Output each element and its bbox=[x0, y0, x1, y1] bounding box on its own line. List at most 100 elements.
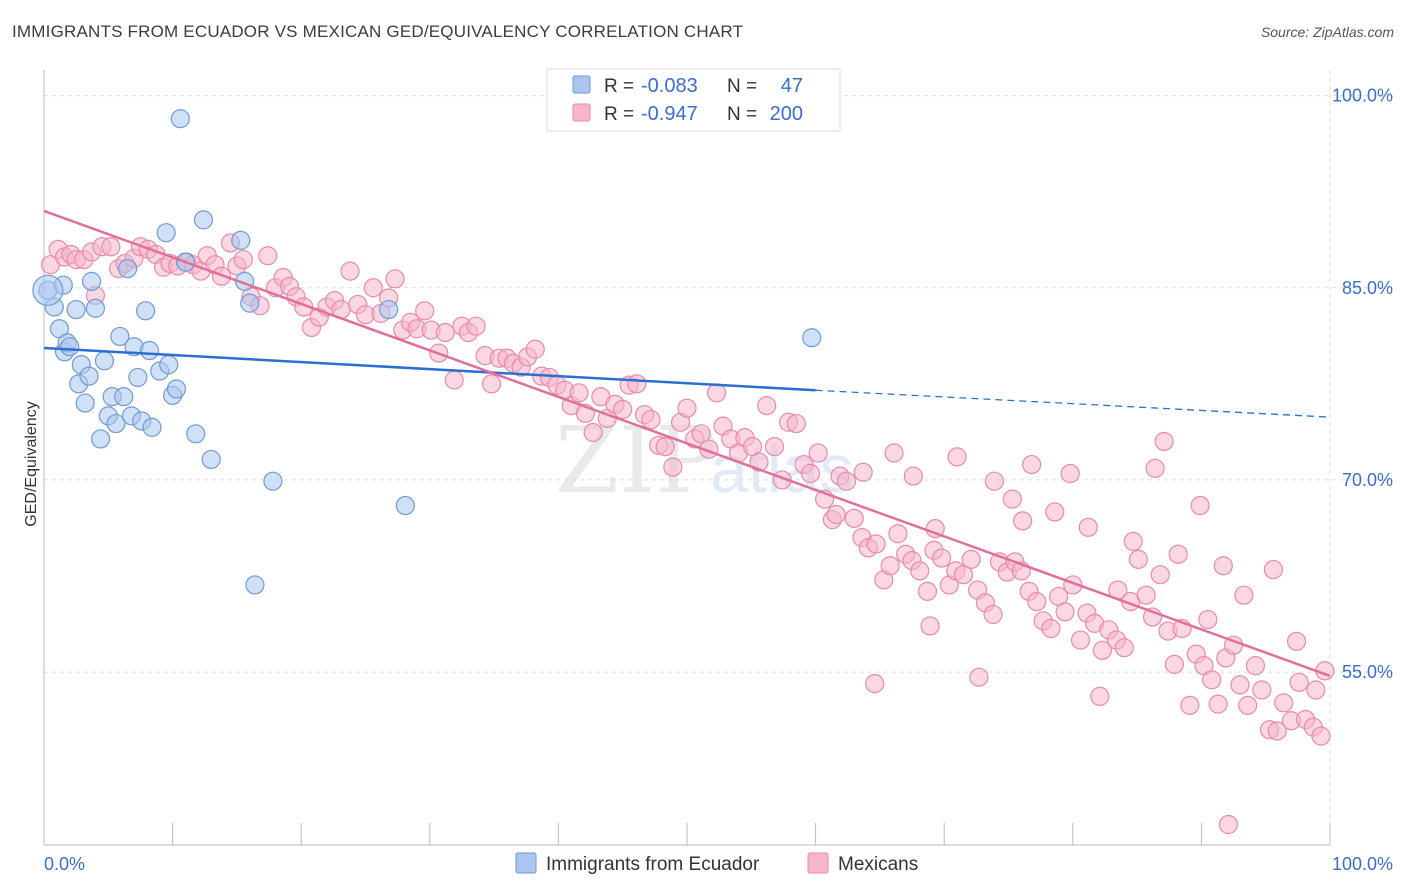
stats-swatch-ecuador bbox=[572, 75, 591, 94]
mexicans-point-190 bbox=[1190, 495, 1210, 516]
mexicans-point-204 bbox=[1198, 609, 1218, 630]
ecuador-point-20 bbox=[117, 258, 138, 279]
trend-lines bbox=[43, 209, 1331, 678]
mexicans-trend-line bbox=[43, 209, 1331, 678]
mexicans-point-165 bbox=[1245, 656, 1266, 676]
stats-swatch-mexicans bbox=[572, 103, 591, 122]
mexicans-point-47 bbox=[385, 269, 405, 289]
mexicans-point-186 bbox=[1078, 517, 1098, 537]
mexicans-point-166 bbox=[1252, 680, 1272, 700]
mexicans-point-104 bbox=[800, 463, 821, 484]
y-tick-label-1: 85.0% bbox=[1342, 278, 1393, 298]
ecuador-point-45 bbox=[802, 328, 822, 348]
mexicans-point-178 bbox=[884, 443, 904, 463]
ecuador-point-9 bbox=[75, 393, 95, 413]
mexicans-point-97 bbox=[749, 452, 769, 472]
mexicans-point-189 bbox=[1168, 544, 1188, 564]
ecuador-point-44 bbox=[395, 495, 415, 516]
mexicans-point-201 bbox=[1090, 686, 1110, 707]
mexicans-point-72 bbox=[569, 383, 589, 403]
mexicans-point-129 bbox=[983, 604, 1003, 625]
ecuador-point-40 bbox=[240, 293, 260, 313]
mexicans-point-60 bbox=[481, 374, 502, 394]
mexicans-point-137 bbox=[1041, 618, 1061, 639]
ecuador-point-36 bbox=[193, 210, 214, 230]
mexicans-point-195 bbox=[1306, 680, 1326, 700]
mexicans-point-179 bbox=[903, 466, 923, 486]
mexicans-point-164 bbox=[1238, 695, 1258, 715]
mexicans-point-51 bbox=[415, 301, 435, 321]
ecuador-point-19 bbox=[114, 387, 134, 407]
ecuador-point-11 bbox=[81, 271, 102, 291]
mexicans-point-135 bbox=[1027, 592, 1047, 612]
ecuador-point-35 bbox=[186, 424, 206, 444]
mexicans-point-163 bbox=[1230, 675, 1250, 695]
ecuador-point-23 bbox=[128, 367, 148, 388]
mexicans-points bbox=[40, 233, 1335, 835]
mexicans-point-113 bbox=[866, 534, 886, 554]
mexicans-point-184 bbox=[1022, 454, 1042, 475]
ecuador-point-12 bbox=[85, 298, 106, 318]
mexicans-point-202 bbox=[1123, 531, 1143, 552]
mexicans-point-87 bbox=[677, 398, 697, 418]
stats-r-mexicans: -0.947 bbox=[641, 103, 698, 125]
mexicans-point-74 bbox=[583, 422, 603, 443]
stats-r-label: R = bbox=[604, 76, 634, 97]
mexicans-point-82 bbox=[641, 410, 661, 430]
mexicans-point-119 bbox=[910, 561, 930, 581]
mexicans-point-199 bbox=[1013, 511, 1033, 531]
mexicans-point-116 bbox=[888, 524, 908, 544]
stats-box: R = -0.083 N = 47 R = -0.947 N = 200 bbox=[546, 68, 841, 132]
ecuador-point-29 bbox=[156, 223, 176, 243]
ecuador-point-18 bbox=[110, 326, 130, 347]
watermark-zip: ZIP bbox=[555, 407, 717, 514]
mexicans-point-194 bbox=[1286, 631, 1307, 651]
ecuador-point-5 bbox=[60, 337, 80, 357]
ecuador-trend-extension bbox=[815, 389, 1331, 418]
mexicans-point-200 bbox=[1060, 463, 1080, 484]
mexicans-point-160 bbox=[1208, 694, 1228, 714]
ecuador-point-6 bbox=[66, 299, 86, 320]
mexicans-point-183 bbox=[1002, 489, 1022, 509]
stats-r-label-2: R = bbox=[604, 104, 634, 125]
ecuador-point-13 bbox=[90, 429, 111, 449]
mexicans-point-120 bbox=[917, 581, 938, 601]
mexicans-point-181 bbox=[947, 447, 967, 467]
mexicans-point-177 bbox=[853, 462, 873, 482]
ecuador-point-30 bbox=[159, 355, 179, 375]
stats-n-mexicans: 200 bbox=[770, 103, 803, 125]
mexicans-point-171 bbox=[1289, 672, 1309, 692]
mexicans-point-89 bbox=[691, 424, 711, 444]
mexicans-point-91 bbox=[706, 383, 727, 403]
mexicans-point-169 bbox=[1274, 693, 1294, 713]
mexicans-point-193 bbox=[1263, 559, 1284, 580]
ecuador-point-37 bbox=[201, 449, 221, 470]
mexicans-point-109 bbox=[836, 471, 857, 491]
mexicans-point-176 bbox=[826, 504, 846, 525]
ecuador-trend-line bbox=[43, 346, 816, 392]
mexicans-point-85 bbox=[663, 457, 683, 477]
mexicans-point-105 bbox=[808, 443, 828, 463]
mexicans-point-102 bbox=[786, 413, 806, 434]
mexicans-point-152 bbox=[1150, 565, 1170, 585]
x-tick-label-0: 0.0% bbox=[44, 854, 85, 874]
legend-swatch-ecuador bbox=[515, 852, 537, 874]
mexicans-point-98 bbox=[757, 396, 777, 416]
mexicans-point-30 bbox=[258, 246, 278, 266]
x-tick-label-1: 100.0% bbox=[1332, 854, 1393, 874]
ecuador-point-41 bbox=[245, 575, 265, 595]
mexicans-point-141 bbox=[1070, 630, 1091, 650]
ecuador-point-42 bbox=[263, 471, 283, 491]
ecuador-point-10 bbox=[79, 366, 99, 386]
y-tick-label-0: 100.0% bbox=[1332, 86, 1393, 106]
y-tick-label-3: 55.0% bbox=[1342, 662, 1393, 682]
mexicans-point-159 bbox=[1202, 670, 1222, 690]
mexicans-point-149 bbox=[1128, 549, 1148, 569]
mexicans-point-150 bbox=[1136, 585, 1156, 605]
mexicans-point-110 bbox=[844, 508, 864, 528]
mexicans-point-66 bbox=[525, 339, 545, 359]
mexicans-point-188 bbox=[1145, 458, 1165, 478]
ecuador-point-27 bbox=[142, 417, 162, 437]
mexicans-point-198 bbox=[969, 667, 989, 687]
mexicans-point-84 bbox=[655, 437, 675, 457]
